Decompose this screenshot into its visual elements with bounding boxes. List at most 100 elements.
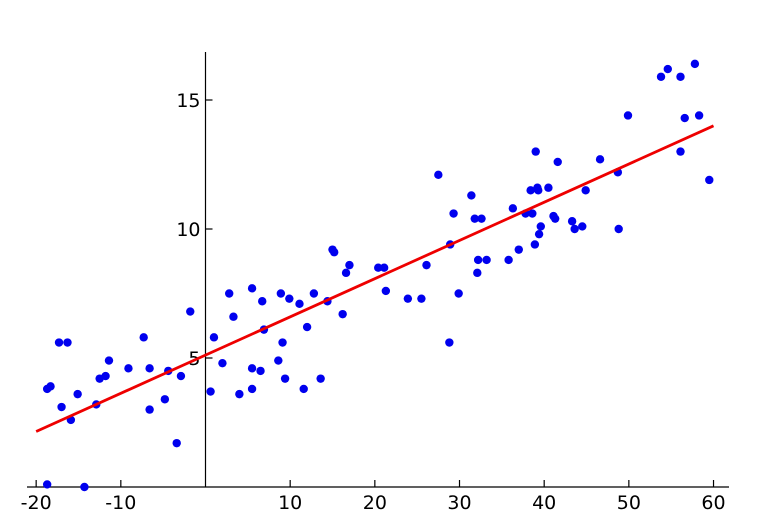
x-tick-label: 10 [278, 492, 302, 514]
data-point [145, 405, 154, 414]
data-point [534, 186, 543, 195]
data-point [595, 155, 605, 164]
data-point [663, 64, 672, 74]
data-point [477, 214, 486, 223]
data-points [42, 59, 714, 492]
data-point [206, 387, 215, 396]
data-point [514, 245, 523, 254]
data-point [473, 255, 483, 265]
data-point [508, 204, 518, 213]
data-point [285, 294, 294, 303]
data-point [581, 186, 590, 195]
data-point [42, 480, 52, 489]
data-point [176, 371, 186, 381]
data-point [530, 240, 540, 249]
data-point [218, 358, 227, 368]
data-point [449, 209, 458, 218]
data-point [247, 384, 257, 394]
data-point [531, 147, 540, 156]
x-tick-label: -20 [21, 492, 52, 514]
data-point [124, 364, 133, 373]
data-point [225, 289, 234, 298]
data-point [57, 402, 66, 412]
data-point [482, 255, 491, 265]
data-point [139, 333, 148, 342]
data-point [63, 338, 72, 347]
data-point [258, 297, 267, 306]
data-point [544, 183, 553, 192]
data-point [345, 260, 354, 270]
data-point [54, 338, 64, 347]
data-point [280, 374, 290, 383]
y-tick-label: 15 [176, 90, 200, 112]
data-point [160, 395, 170, 404]
x-tick-label: 40 [532, 492, 556, 514]
data-point [550, 214, 560, 223]
data-point [567, 217, 577, 226]
data-point [46, 382, 55, 391]
data-point [656, 72, 666, 81]
data-point [172, 438, 181, 448]
data-point [80, 482, 89, 492]
data-point [256, 366, 265, 376]
data-point [247, 364, 257, 373]
data-point [623, 111, 633, 120]
y-axis-ticks: 51015 [176, 90, 213, 370]
x-tick-label: -10 [105, 492, 136, 514]
data-point [299, 384, 308, 394]
data-point [422, 260, 431, 270]
data-point [229, 312, 238, 321]
data-point [470, 214, 479, 223]
data-point [295, 299, 304, 309]
data-point [104, 356, 114, 365]
data-point [467, 191, 476, 200]
data-point [578, 222, 587, 231]
data-point [690, 59, 700, 69]
data-point [694, 111, 704, 120]
data-point [278, 338, 287, 347]
data-point [705, 175, 714, 185]
data-point [276, 289, 286, 298]
data-point [445, 338, 454, 347]
data-point [676, 72, 685, 81]
data-point [534, 229, 544, 239]
data-point [73, 389, 82, 399]
data-point [528, 209, 537, 218]
x-tick-label: 30 [447, 492, 471, 514]
data-point [676, 147, 685, 156]
data-point [434, 170, 443, 180]
data-point [536, 222, 545, 231]
data-point [374, 263, 383, 272]
data-point [209, 333, 219, 342]
data-point [341, 268, 351, 278]
data-point [417, 294, 426, 303]
data-point [302, 322, 312, 332]
data-point [101, 371, 110, 381]
data-point [473, 268, 482, 278]
data-point [454, 289, 463, 298]
data-point [338, 309, 347, 319]
x-tick-label: 60 [701, 492, 725, 514]
data-point [309, 289, 319, 298]
x-tick-label: 50 [617, 492, 641, 514]
data-point [379, 263, 389, 272]
data-point [381, 286, 391, 296]
data-point [316, 374, 325, 383]
regression-line [35, 124, 715, 433]
data-point [680, 113, 689, 123]
data-point [329, 248, 339, 257]
data-point [614, 224, 623, 234]
data-point [526, 186, 535, 195]
data-point [403, 294, 413, 303]
y-tick-label: 10 [176, 219, 200, 241]
data-point [570, 224, 579, 234]
data-point [504, 255, 513, 265]
data-point [235, 389, 244, 399]
x-axis-ticks: -20 -10 10 20 30 40 50 60 [21, 480, 726, 514]
data-point [247, 284, 257, 293]
x-tick-label: 20 [363, 492, 387, 514]
data-point [553, 157, 562, 167]
data-point [145, 364, 154, 373]
